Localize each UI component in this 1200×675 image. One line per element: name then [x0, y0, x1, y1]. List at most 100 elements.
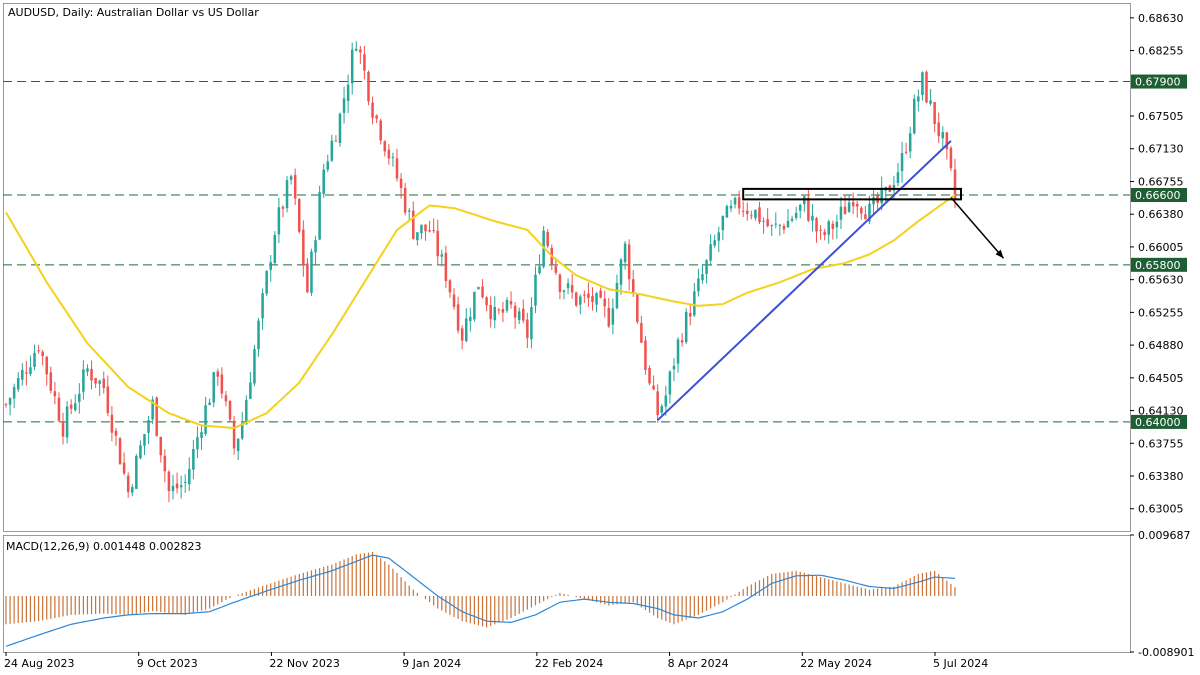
macd-tick-label: 0.009687: [1138, 529, 1191, 542]
candle-body: [811, 215, 814, 221]
price-tick-label: 0.66380: [1138, 208, 1184, 221]
candle: [652, 375, 655, 391]
candle: [12, 383, 16, 409]
candle: [314, 235, 317, 265]
candle-body: [937, 122, 940, 137]
candle-body: [167, 471, 171, 492]
candle: [82, 360, 85, 400]
date-tick-label: 9 Jan 2024: [402, 657, 461, 670]
macd-tick-label: -0.008901: [1138, 646, 1194, 659]
candle: [623, 241, 627, 270]
macd-signal-line: [5, 554, 956, 647]
candle: [16, 371, 20, 393]
candle: [786, 209, 790, 228]
price-tick-label: 0.64505: [1138, 372, 1184, 385]
candle-body: [530, 307, 533, 340]
candle: [359, 45, 362, 64]
candle-body: [904, 151, 908, 153]
candle-body: [599, 290, 602, 298]
candle: [326, 154, 330, 173]
candle-body: [318, 192, 321, 240]
candle-body: [945, 132, 949, 150]
candle-body: [688, 312, 692, 317]
candle: [420, 224, 423, 240]
candle-body: [782, 225, 786, 230]
candle: [725, 204, 729, 218]
macd-label: MACD(12,26,9) 0.001448 0.002823: [6, 540, 202, 553]
candle: [880, 176, 883, 211]
candle-body: [794, 212, 798, 218]
candle-body: [583, 294, 586, 296]
candle: [741, 201, 745, 217]
candle: [65, 401, 69, 444]
candle: [774, 212, 778, 229]
candle: [900, 141, 904, 183]
candle: [367, 70, 370, 106]
candle: [155, 396, 158, 437]
candle-body: [53, 391, 57, 397]
candle-body: [240, 422, 244, 439]
level-tag-label: 0.64000: [1135, 416, 1181, 429]
candle: [371, 96, 374, 125]
candle: [318, 185, 321, 241]
candle: [807, 189, 810, 223]
candle-body: [921, 72, 924, 95]
candle-body: [819, 229, 822, 231]
candle: [489, 296, 492, 328]
candle-body: [363, 54, 366, 71]
candle-body: [640, 323, 643, 343]
candle: [949, 146, 953, 172]
candle-body: [680, 340, 684, 343]
candle-body: [122, 462, 126, 474]
price-tick-label: 0.64130: [1138, 405, 1184, 418]
candle-body: [929, 100, 932, 104]
candle-body: [798, 204, 802, 211]
candle-body: [725, 206, 729, 218]
candle: [599, 287, 602, 299]
candle: [114, 427, 118, 446]
trendline: [656, 140, 952, 421]
candle-body: [701, 274, 704, 281]
candle: [684, 308, 688, 345]
candle: [249, 371, 252, 400]
candle: [847, 194, 851, 213]
candle: [403, 182, 407, 216]
date-tick-label: 24 Aug 2023: [4, 657, 74, 670]
candle: [106, 375, 110, 417]
candle-body: [322, 169, 325, 195]
candle: [444, 245, 448, 289]
candle-body: [86, 368, 89, 372]
candle-body: [297, 199, 301, 232]
candle-body: [208, 402, 211, 406]
candle-body: [448, 280, 452, 293]
candle-body: [693, 291, 696, 316]
candle: [554, 257, 558, 275]
candle-body: [855, 203, 859, 207]
candle: [375, 114, 378, 124]
candle: [334, 135, 338, 142]
candle-body: [440, 254, 444, 257]
candle-body: [900, 153, 904, 171]
candle-body: [908, 133, 912, 152]
candle-body: [73, 403, 77, 411]
candle: [253, 344, 256, 387]
candle: [265, 269, 268, 297]
candle-body: [860, 207, 863, 214]
candle-body: [420, 224, 423, 234]
candle: [208, 398, 211, 406]
candle-body: [285, 180, 289, 209]
forecast-arrow-head: [995, 249, 1004, 259]
candle: [216, 368, 220, 386]
price-tick-label: 0.68255: [1138, 45, 1184, 58]
candle-body: [872, 197, 875, 205]
candle-body: [188, 469, 191, 485]
candle: [758, 201, 761, 225]
candle-body: [118, 438, 122, 465]
candle-body: [245, 400, 248, 425]
chart-title: AUDUSD, Daily: Australian Dollar vs US D…: [8, 6, 259, 19]
candle-body: [12, 387, 16, 399]
candle: [595, 292, 598, 313]
candle: [746, 202, 749, 221]
candle: [8, 397, 12, 416]
